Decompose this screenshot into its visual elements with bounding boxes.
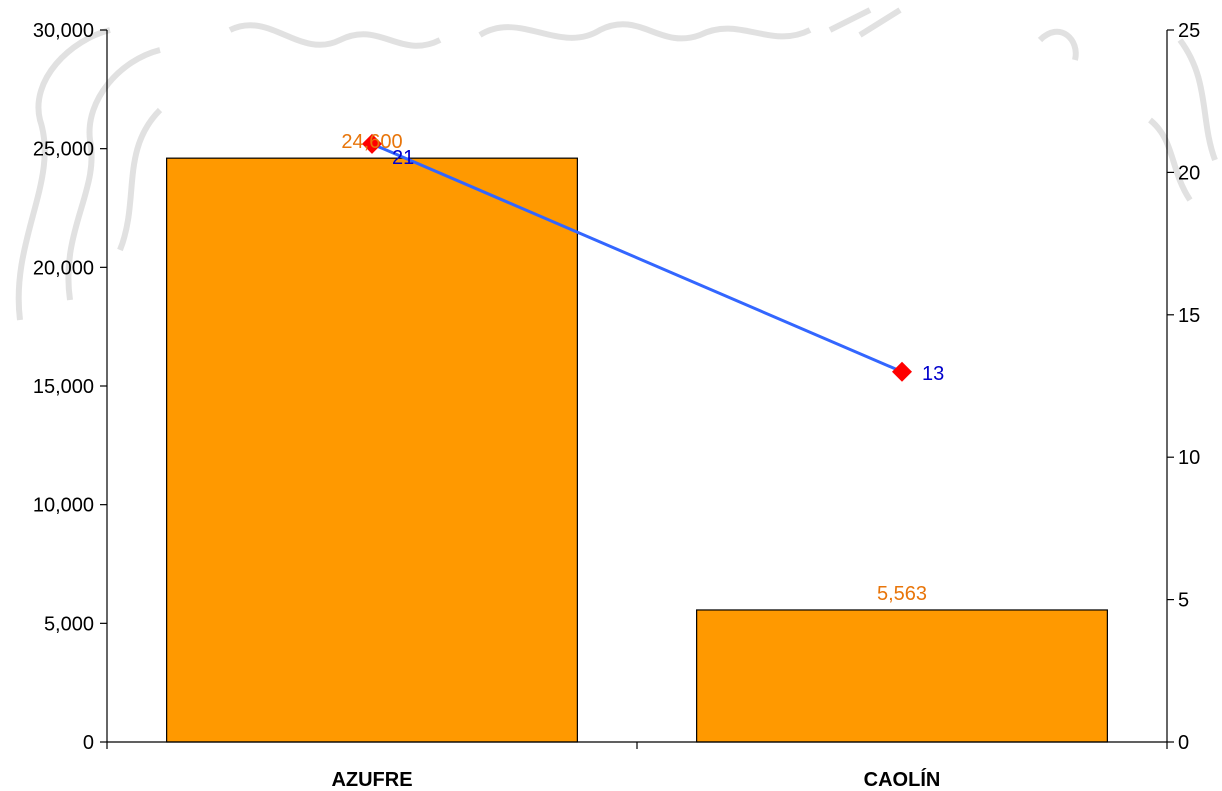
left-tick-label: 15,000 [33,376,94,398]
bar-1 [166,157,578,743]
line-marker-2 [892,361,912,382]
left-tick-label: 30,000 [33,20,94,42]
left-tick-label: 5,000 [44,613,94,635]
right-y-axis: 0 5 10 15 20 25 [1166,20,1200,754]
right-tick-label: 5 [1178,590,1189,612]
bar-value-label: 24,600 [341,131,402,153]
left-tick-label: 0 [83,732,94,754]
right-tick-label: 20 [1178,162,1200,184]
bar-2 [696,609,1108,743]
right-tick-label: 25 [1178,20,1200,42]
line-marker-1 [362,133,382,154]
left-tick-label: 10,000 [33,495,94,517]
category-label: AZUFRE [331,769,412,791]
line-value-label: 13 [922,363,944,385]
left-tick-label: 25,000 [33,139,94,161]
line-path [371,142,903,374]
category-label: CAOLÍN [864,768,941,791]
bar-series [166,157,1108,743]
background-watermark [15,7,1218,321]
x-axis: AZUFRE CAOLÍN [106,741,1168,791]
data-labels: 24,600 5,563 21 13 [341,131,944,605]
right-tick-label: 15 [1178,305,1200,327]
left-tick-label: 20,000 [33,257,94,279]
line-value-label: 21 [392,147,414,169]
line-series [362,133,912,382]
right-tick-label: 0 [1178,732,1189,754]
right-tick-label: 10 [1178,447,1200,469]
left-y-axis: 0 5,000 10,000 15,000 20,000 25,000 30,000 [33,20,108,754]
bar-value-label: 5,563 [877,583,927,605]
